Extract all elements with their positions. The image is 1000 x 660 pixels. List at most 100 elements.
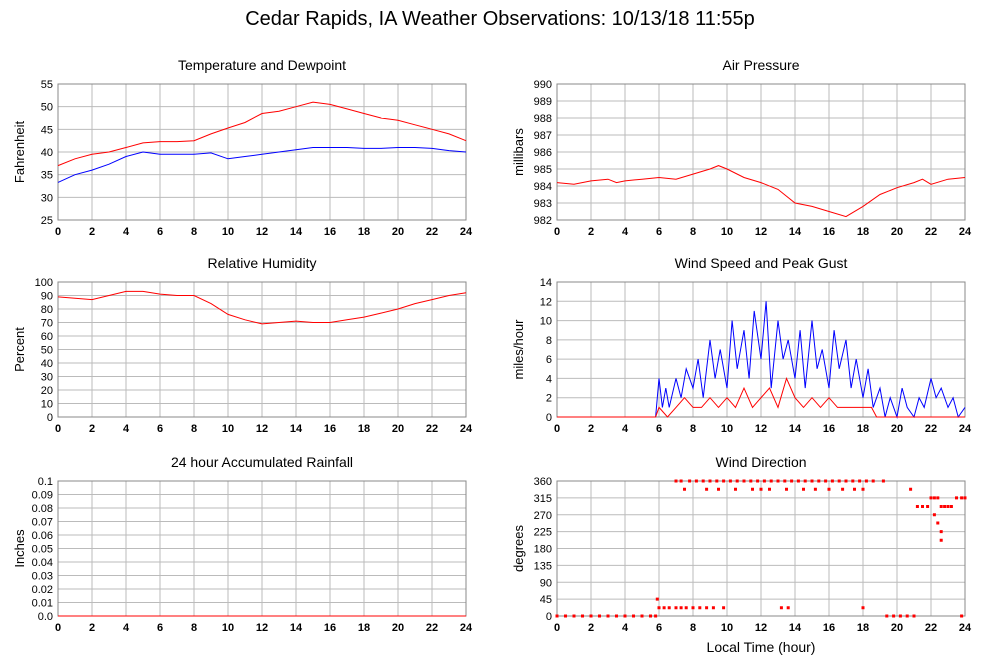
direction-point [790,479,794,483]
x-tick-label: 22 [925,423,937,435]
temp-series-line-0 [57,101,467,167]
direction-point [861,606,865,610]
x-tick-label: 16 [823,423,835,435]
direction-point [674,606,678,610]
x-tick-label: 24 [460,226,473,238]
y-tick-label: 0.04 [32,557,53,569]
direction-point [691,606,695,610]
y-tick-label: 0.06 [32,530,53,542]
x-tick-label: 14 [290,226,303,238]
wind-series-line-1 [557,376,965,418]
x-tick-label: 10 [222,622,234,634]
pressure-title: Air Pressure [722,57,799,73]
y-tick-label: 50 [41,102,53,114]
wind-series-line-0 [557,301,966,419]
y-tick-label: 55 [41,79,53,91]
direction-frame [556,480,966,617]
y-tick-label: 135 [534,560,552,572]
y-tick-label: 50 [41,345,53,357]
x-tick-label: 16 [823,622,835,634]
direction-point [657,606,661,610]
direction-point [813,487,817,491]
direction-point [715,479,719,483]
direction-point [679,479,683,483]
x-tick-label: 0 [55,226,61,238]
direction-point [837,479,841,483]
direction-point [654,614,658,618]
y-tick-label: 985 [534,164,552,176]
y-tick-label: 983 [534,198,552,210]
wind-title: Wind Speed and Peak Gust [675,255,848,271]
y-tick-label: 25 [41,215,53,227]
direction-point [749,479,753,483]
x-tick-label: 18 [857,423,869,435]
x-tick-label: 20 [392,226,404,238]
y-tick-label: 6 [546,354,552,366]
y-tick-label: 982 [534,215,552,227]
y-tick-label: 2 [546,393,552,405]
direction-point [640,614,644,618]
x-tick-label: 14 [789,226,802,238]
direction-y-axis-label: degrees [511,525,526,572]
direction-point [615,614,618,618]
x-tick-label: 4 [123,622,130,634]
direction-point [632,614,635,618]
y-tick-label: 0 [47,412,53,424]
direction-point [830,479,834,483]
direction-point [810,479,814,483]
direction-point [841,487,845,491]
direction-point [785,487,788,491]
direction-point [932,496,936,500]
y-tick-label: 10 [540,316,552,328]
humidity-series-line-0 [57,290,467,325]
direction-point [722,479,726,483]
x-tick-label: 12 [755,423,767,435]
x-tick-label: 24 [460,423,473,435]
direction-point [861,487,865,491]
x-tick-label: 20 [891,423,903,435]
x-tick-label: 20 [891,226,903,238]
x-tick-label: 18 [358,423,370,435]
x-tick-label: 18 [358,622,370,634]
direction-point [705,487,709,491]
direction-point [939,530,943,534]
direction-point [936,496,940,500]
direction-point [581,614,584,618]
temp-series-line-1 [57,147,467,183]
x-tick-label: 4 [622,423,629,435]
pressure-frame [556,83,966,221]
x-tick-label: 24 [959,423,972,435]
x-tick-label: 6 [656,226,662,238]
y-tick-label: 10 [41,399,53,411]
direction-point [555,614,559,618]
page-title: Cedar Rapids, IA Weather Observations: 1… [245,8,755,30]
rain-title: 24 hour Accumulated Rainfall [171,454,353,470]
direction-point [955,496,958,500]
direction-chart: 0 2 4 6 8 10 12 14 16 18 20 22 240459013518022527031… [511,454,972,634]
direction-point [698,606,702,610]
direction-point [711,606,715,610]
y-tick-label: 988 [534,113,552,125]
direction-point [892,614,896,618]
direction-point [858,479,862,483]
direction-point [762,479,766,483]
x-tick-label: 20 [392,423,404,435]
direction-point [943,505,947,508]
y-tick-label: 986 [534,147,552,159]
direction-point [705,606,709,610]
direction-point [688,479,692,483]
x-tick-label: 24 [460,622,473,634]
x-tick-label: 22 [925,622,937,634]
x-tick-label: 12 [256,622,268,634]
y-tick-label: 0.01 [32,598,53,610]
direction-point [939,538,943,542]
direction-point [963,496,967,500]
x-tick-label: 22 [426,423,438,435]
y-tick-label: 225 [534,527,552,539]
x-tick-label: 10 [721,423,733,435]
y-tick-label: 40 [41,358,53,370]
temp-title: Temperature and Dewpoint [178,57,346,73]
y-tick-label: 45 [41,124,53,136]
x-tick-label: 12 [256,226,268,238]
